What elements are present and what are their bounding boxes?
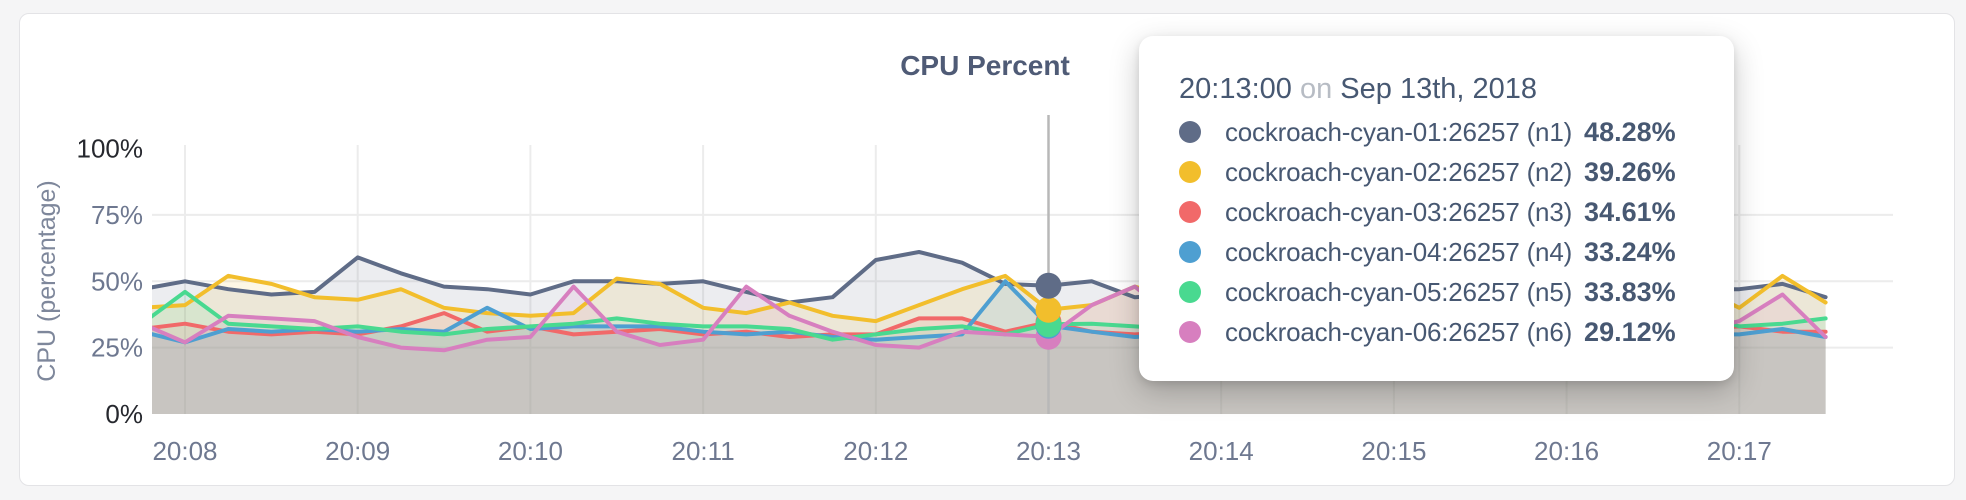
x-tick-20:14: 20:14: [1189, 436, 1254, 466]
series-color-dot: [1179, 321, 1201, 343]
y-tick-0%: 0%: [105, 399, 143, 429]
tooltip-row-value: 48.28%: [1584, 116, 1676, 147]
y-tick-75%: 75%: [91, 200, 143, 230]
tooltip-preposition: on: [1299, 73, 1333, 105]
y-tick-50%: 50%: [91, 266, 143, 296]
x-tick-20:12: 20:12: [843, 436, 908, 466]
tooltip-row-5: cockroach-cyan-05:26257 (n5) 33.83%: [1179, 272, 1698, 312]
x-tick-20:10: 20:10: [498, 436, 563, 466]
tooltip-row-value: 33.83%: [1584, 276, 1676, 307]
tooltip-row-label: cockroach-cyan-06:26257 (n6): [1225, 316, 1573, 347]
tooltip-row-3: cockroach-cyan-03:26257 (n3) 34.61%: [1179, 192, 1698, 232]
x-tick-20:17: 20:17: [1707, 436, 1772, 466]
tooltip-row-label: cockroach-cyan-04:26257 (n4): [1225, 236, 1573, 267]
x-tick-20:13: 20:13: [1016, 436, 1081, 466]
hover-dot-n1: [1035, 272, 1062, 299]
x-tick-20:11: 20:11: [672, 436, 735, 466]
tooltip-row-6: cockroach-cyan-06:26257 (n6) 29.12%: [1179, 312, 1698, 352]
tooltip-row-label: cockroach-cyan-01:26257 (n1): [1225, 116, 1573, 147]
tooltip-row-2: cockroach-cyan-02:26257 (n2) 39.26%: [1179, 152, 1698, 192]
y-tick-100%: 100%: [77, 134, 144, 164]
x-tick-20:16: 20:16: [1534, 436, 1599, 466]
tooltip-row-4: cockroach-cyan-04:26257 (n4) 33.24%: [1179, 232, 1698, 272]
tooltip-row-label: cockroach-cyan-05:26257 (n5): [1225, 276, 1573, 307]
series-color-dot: [1179, 121, 1201, 143]
tooltip-date: Sep 13th, 2018: [1340, 73, 1538, 105]
hover-tooltip: 20:13:00 on Sep 13th, 2018 cockroach-cya…: [1139, 36, 1734, 381]
series-area-n6: [152, 286, 1826, 414]
tooltip-time: 20:13:00: [1179, 73, 1292, 105]
tooltip-row-label: cockroach-cyan-02:26257 (n2): [1225, 156, 1573, 187]
series-color-dot: [1179, 241, 1201, 263]
series-color-dot: [1179, 161, 1201, 183]
series-color-dot: [1179, 281, 1201, 303]
tooltip-row-value: 39.26%: [1584, 156, 1676, 187]
tooltip-row-1: cockroach-cyan-01:26257 (n1) 48.28%: [1179, 112, 1698, 152]
chart-title: CPU Percent: [900, 50, 1070, 81]
tooltip-header: 20:13:00 on Sep 13th, 2018: [1179, 72, 1698, 106]
tooltip-row-value: 34.61%: [1584, 196, 1676, 227]
tooltip-row-value: 29.12%: [1584, 316, 1676, 347]
tooltip-row-label: cockroach-cyan-03:26257 (n3): [1225, 196, 1573, 227]
tooltip-row-value: 33.24%: [1584, 236, 1676, 267]
y-axis-label: CPU (percentage): [33, 180, 61, 381]
x-tick-20:08: 20:08: [152, 436, 217, 466]
x-tick-20:09: 20:09: [325, 436, 390, 466]
series-area-n5: [152, 291, 1826, 414]
series-color-dot: [1179, 201, 1201, 223]
tooltip-rows: cockroach-cyan-01:26257 (n1) 48.28% cockro…: [1179, 112, 1698, 352]
y-tick-25%: 25%: [91, 333, 143, 363]
x-tick-20:15: 20:15: [1361, 436, 1426, 466]
hover-dot-n2: [1035, 296, 1062, 323]
